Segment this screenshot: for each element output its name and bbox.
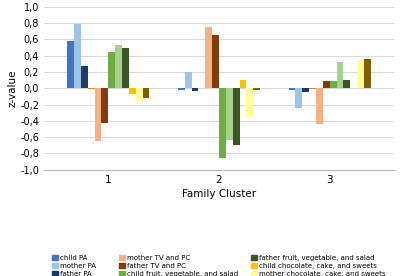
Bar [323,81,330,88]
Bar [178,88,185,90]
Bar [344,80,350,88]
Bar [136,88,142,100]
Bar [81,66,88,88]
Bar [330,81,337,88]
Bar [101,88,108,123]
Y-axis label: z-value: z-value [7,70,17,107]
Bar [357,60,364,88]
Bar [74,24,81,88]
Bar [226,88,233,140]
Bar [142,88,150,98]
Bar [233,88,240,145]
Bar [185,72,192,88]
Bar [316,88,323,124]
Bar [288,88,296,90]
Legend: child PA, mother PA, father PA, child TV and PC, mother TV and PC, father TV and: child PA, mother PA, father PA, child TV… [52,255,386,276]
Bar [302,88,309,92]
Bar [94,88,101,141]
Bar [108,52,115,88]
Bar [129,88,136,94]
Bar [350,87,357,88]
Bar [192,88,198,91]
Bar [212,35,219,88]
Bar [337,62,344,88]
Bar [240,80,246,88]
Bar [205,27,212,88]
Bar [253,88,260,90]
Bar [364,59,371,88]
Bar [246,88,253,117]
Bar [122,47,129,88]
X-axis label: Family Cluster: Family Cluster [182,189,256,199]
Bar [309,88,316,89]
Bar [219,88,226,158]
Bar [296,88,302,108]
Bar [115,45,122,88]
Bar [67,41,74,88]
Bar [88,88,94,89]
